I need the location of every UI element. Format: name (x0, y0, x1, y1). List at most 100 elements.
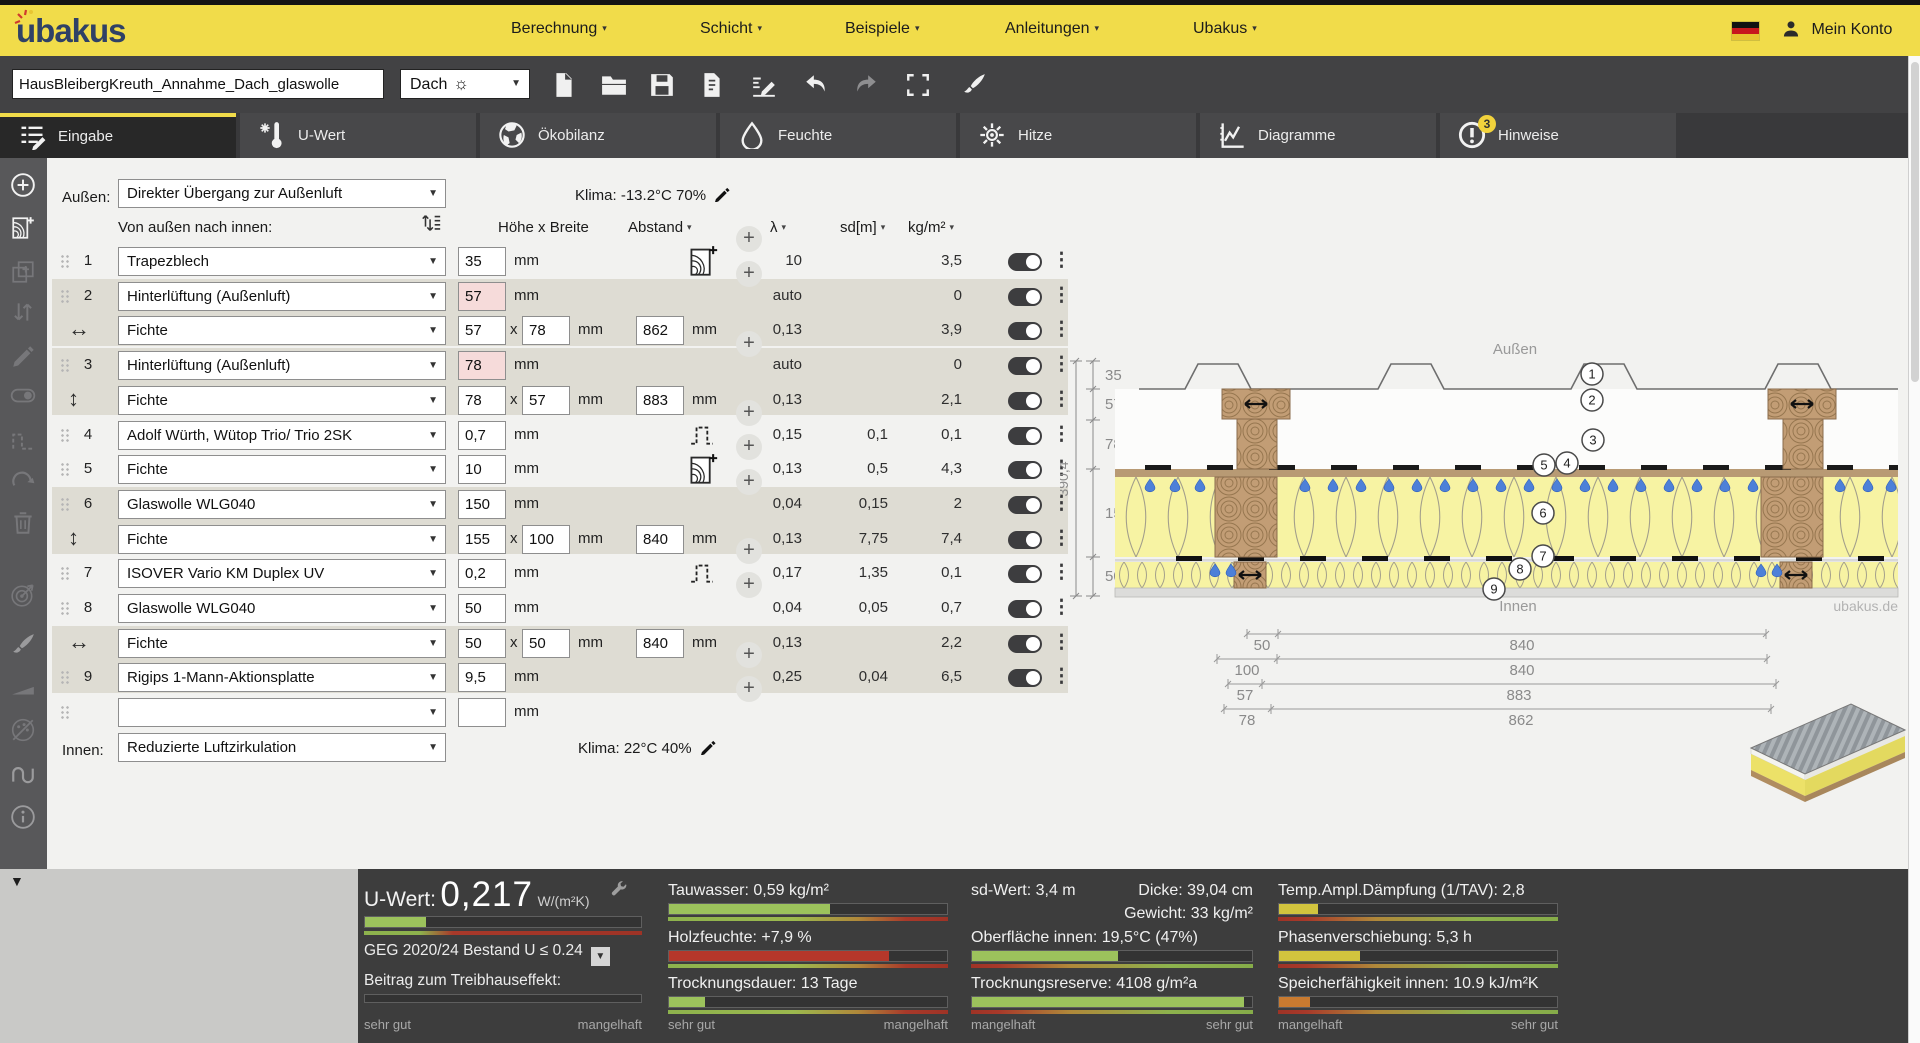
layer-marker-circle[interactable] (1532, 453, 1556, 477)
material-select[interactable]: Fichte ▼ (118, 386, 446, 415)
tab-eingabe[interactable]: Eingabe (0, 113, 236, 158)
menu-item-anleitungen[interactable]: Anleitungen ▾ (1005, 20, 1099, 38)
project-type-select[interactable]: Dach ☼ ▼ (400, 69, 530, 99)
tab-u-wert[interactable]: U-Wert (240, 113, 476, 158)
new-file-icon[interactable] (551, 71, 579, 99)
drag-handle[interactable] (60, 462, 69, 477)
width-input[interactable] (522, 525, 570, 554)
kebab-menu-icon[interactable]: ⋮ (1052, 285, 1071, 306)
column-header-sd[interactable]: sd[m] ▾ (840, 219, 886, 236)
layer-marker-circle[interactable] (1482, 577, 1506, 601)
insert-layer-button[interactable]: + (736, 572, 762, 598)
vertical-scrollbar[interactable] (1908, 56, 1920, 1043)
membrane-icon[interactable] (10, 427, 37, 454)
drag-handle[interactable] (60, 670, 69, 685)
drag-handle[interactable] (60, 497, 69, 512)
fullscreen-icon[interactable] (905, 71, 933, 99)
kebab-menu-icon[interactable]: ⋮ (1052, 562, 1071, 583)
wrench-icon[interactable] (608, 881, 629, 904)
insert-layer-button[interactable]: + (736, 642, 762, 668)
abstand-input[interactable] (636, 316, 684, 345)
material-select[interactable]: Glaswolle WLG040 ▼ (118, 594, 446, 623)
export-pdf-icon[interactable] (699, 71, 727, 99)
width-input[interactable] (522, 316, 570, 345)
layer-marker-circle[interactable] (1531, 544, 1555, 568)
drag-handle[interactable] (60, 358, 69, 373)
layer-toggle[interactable] (1008, 253, 1042, 271)
kebab-menu-icon[interactable]: ⋮ (1052, 250, 1071, 271)
drag-handle[interactable] (60, 705, 69, 720)
material-select[interactable]: Rigips 1-Mann-Aktionsplatte ▼ (118, 663, 446, 692)
layer-toggle[interactable] (1008, 531, 1042, 549)
sort-layers-icon[interactable] (420, 212, 442, 239)
paint-brush-icon[interactable] (961, 71, 989, 99)
layer-toggle[interactable] (1008, 288, 1042, 306)
thickness-input[interactable] (458, 698, 506, 727)
layer-toggle[interactable] (1008, 461, 1042, 479)
kebab-menu-icon[interactable]: ⋮ (1052, 424, 1071, 445)
material-select[interactable]: ISOVER Vario KM Duplex UV ▼ (118, 559, 446, 588)
drag-handle[interactable] (60, 566, 69, 581)
thickness-input[interactable] (458, 282, 506, 311)
geg-standard-select[interactable]: ▼ (590, 947, 610, 966)
abstand-input[interactable] (636, 525, 684, 554)
tab-hinweise[interactable]: Hinweise 3 (1440, 113, 1676, 158)
column-header-kg[interactable]: kg/m² ▾ (908, 219, 955, 236)
height-input[interactable] (458, 316, 506, 345)
thickness-input[interactable] (458, 663, 506, 692)
material-select[interactable]: ▼ (118, 698, 446, 727)
drag-handle[interactable] (60, 428, 69, 443)
info-icon[interactable] (10, 804, 37, 831)
height-input[interactable] (458, 629, 506, 658)
insert-layer-button[interactable]: + (736, 434, 762, 460)
height-input[interactable] (458, 386, 506, 415)
width-input[interactable] (522, 629, 570, 658)
menu-item-beispiele[interactable]: Beispiele ▾ (845, 20, 919, 38)
layer-toggle[interactable] (1008, 600, 1042, 618)
membrane-icon[interactable] (689, 419, 719, 451)
kebab-menu-icon[interactable]: ⋮ (1052, 528, 1071, 549)
layer-toggle[interactable] (1008, 565, 1042, 583)
thickness-input[interactable] (458, 421, 506, 450)
layer-toggle[interactable] (1008, 392, 1042, 410)
thickness-input[interactable] (458, 559, 506, 588)
material-select[interactable]: Fichte ▼ (118, 629, 446, 658)
column-header-lambda[interactable]: λ ▾ (770, 219, 787, 236)
toggle-layer-icon[interactable] (10, 382, 37, 409)
save-icon[interactable] (649, 71, 677, 99)
paint-brush-icon[interactable] (10, 632, 37, 659)
material-select[interactable]: Trapezblech ▼ (118, 247, 446, 276)
open-folder-icon[interactable] (601, 71, 629, 99)
wave-icon[interactable] (10, 760, 37, 787)
thickness-input[interactable] (458, 490, 506, 519)
layer-marker-circle[interactable] (1580, 362, 1604, 386)
kebab-menu-icon[interactable]: ⋮ (1052, 666, 1071, 687)
material-select[interactable]: Fichte ▼ (118, 525, 446, 554)
undo-icon[interactable] (803, 71, 831, 99)
insert-layer-button[interactable]: + (736, 261, 762, 287)
material-select[interactable]: Adolf Würth, Wütop Trio/ Trio 2SK ▼ (118, 421, 446, 450)
thickness-input[interactable] (458, 351, 506, 380)
material-select[interactable]: Hinterlüftung (Außenluft) ▼ (118, 282, 446, 311)
layer-marker-circle[interactable] (1555, 451, 1579, 475)
kebab-menu-icon[interactable]: ⋮ (1052, 354, 1071, 375)
layer-marker-circle[interactable] (1508, 557, 1532, 581)
wood-grain-add-icon[interactable] (689, 453, 719, 485)
tab-ökobilanz[interactable]: Ökobilanz (480, 113, 716, 158)
kebab-menu-icon[interactable]: ⋮ (1052, 389, 1071, 410)
edit-pencil-icon[interactable] (10, 344, 37, 371)
thickness-input[interactable] (458, 594, 506, 623)
kebab-menu-icon[interactable]: ⋮ (1052, 458, 1071, 479)
palette-icon[interactable] (10, 717, 37, 744)
drag-handle[interactable] (60, 254, 69, 269)
rotate-arrow-icon[interactable] (10, 467, 37, 494)
layer-marker-circle[interactable] (1581, 428, 1605, 452)
innen-select[interactable]: Reduzierte Luftzirkulation ▼ (118, 733, 446, 762)
layer-toggle[interactable] (1008, 496, 1042, 514)
layer-toggle[interactable] (1008, 669, 1042, 687)
collapse-results-button[interactable]: ▼ (10, 873, 24, 889)
wood-grain-add-icon[interactable] (689, 245, 719, 277)
duplicate-layer-icon[interactable] (10, 259, 37, 286)
aussen-select[interactable]: Direkter Übergang zur Außenluft ▼ (118, 179, 446, 208)
material-select[interactable]: Glaswolle WLG040 ▼ (118, 490, 446, 519)
